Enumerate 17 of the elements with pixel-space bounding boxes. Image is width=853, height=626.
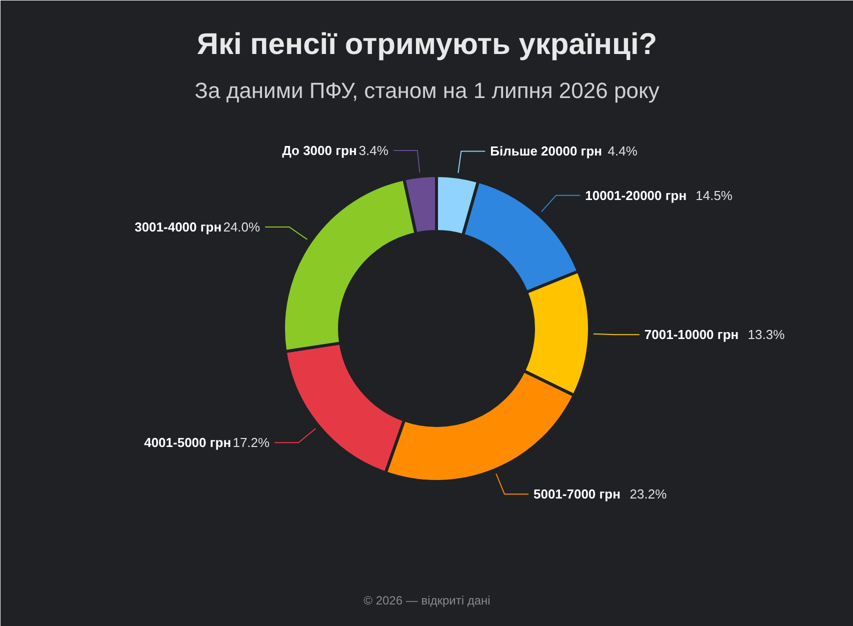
data-label: 24.0% [223, 219, 261, 234]
chart-subtitle: За даними ПФУ, станом на 1 липня 2026 року [194, 78, 660, 103]
data-label: 4.4% [608, 144, 638, 159]
data-label: 3.4% [358, 143, 389, 158]
data-label: 17.2% [232, 435, 270, 450]
data-label: 13.3% [748, 327, 786, 342]
chart-title: Які пенсії отримують українці? [196, 28, 658, 61]
slice-label: Більше 20000 грн [490, 144, 602, 159]
slice-label: 5001-7000 грн [533, 486, 620, 502]
slice-label: 3001-4000 грн [134, 219, 222, 234]
data-label: 14.5% [696, 188, 733, 203]
text: © 2026 — відкриті дані [364, 594, 490, 608]
data-label: 23.2% [630, 486, 668, 502]
slice-label: До 3000 грн [282, 143, 357, 158]
slice-label: 4001-5000 грн [144, 435, 232, 450]
slice-label: 7001-10000 грн [644, 327, 739, 342]
slice-label: 10001-20000 грн [585, 188, 687, 203]
